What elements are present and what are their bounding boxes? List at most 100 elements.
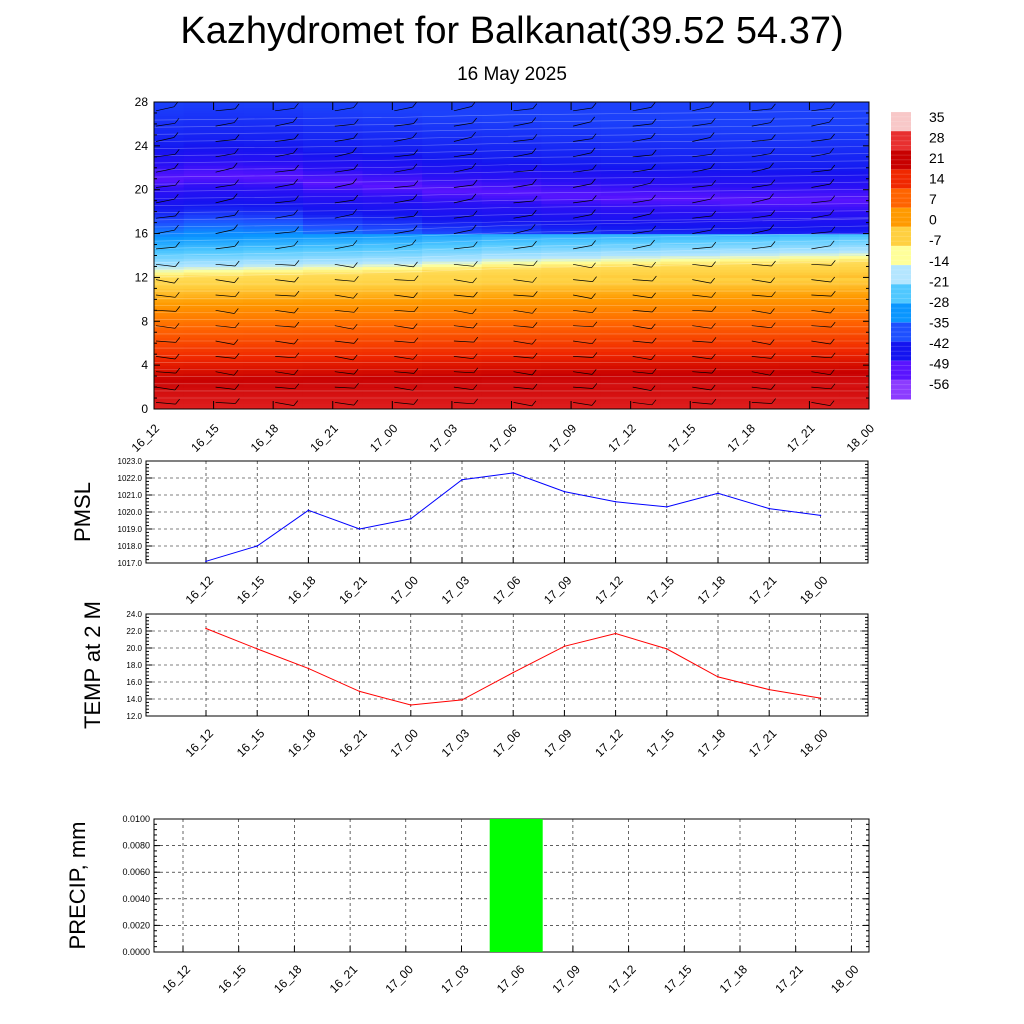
xtick-label: 18_00 bbox=[797, 573, 831, 607]
colorbar: 35 28 21 14 7 0 -7 -14 -21 -28 -35 -42 -49 -56 bbox=[891, 109, 949, 400]
heatmap-ytick-label: 28 bbox=[135, 95, 149, 109]
xtick-label: 17_06 bbox=[490, 726, 524, 760]
xtick-label: 16_15 bbox=[234, 573, 268, 607]
xtick-label: 17_21 bbox=[746, 726, 780, 760]
ytick-label: 1021.0 bbox=[118, 491, 143, 500]
xtick-label: 17_18 bbox=[695, 726, 729, 760]
xtick-label: 16_15 bbox=[215, 962, 249, 996]
colorbar-swatch bbox=[891, 226, 911, 247]
data-point bbox=[307, 667, 310, 670]
heatmap-ytick-label: 16 bbox=[135, 227, 149, 241]
xtick-label: 17_03 bbox=[439, 573, 473, 607]
colorbar-swatch bbox=[891, 188, 911, 209]
colorbar-label: -21 bbox=[929, 273, 949, 289]
colorbar-swatch bbox=[891, 131, 911, 151]
colorbar-label: 0 bbox=[929, 212, 937, 228]
ytick-label: 0.0000 bbox=[122, 947, 150, 957]
xtick-label: 17_18 bbox=[717, 962, 751, 996]
heatmap-xtick-label: 16_21 bbox=[307, 421, 341, 455]
colorbar-label: -7 bbox=[929, 232, 942, 248]
ytick-label: 0.0080 bbox=[122, 841, 150, 851]
colorbar-swatch bbox=[891, 322, 911, 343]
xtick-label: 18_00 bbox=[797, 726, 831, 760]
ytick-label: 1020.0 bbox=[118, 508, 143, 517]
ytick-label: 20.0 bbox=[126, 644, 142, 653]
heatmap-xtick-label: 16_12 bbox=[129, 421, 163, 455]
ytick-label: 1023.0 bbox=[118, 457, 143, 466]
xtick-label: 16_18 bbox=[271, 962, 305, 996]
colorbar-label: -14 bbox=[929, 253, 949, 269]
heatmap-ytick-label: 0 bbox=[141, 402, 148, 416]
xtick-label: 16_12 bbox=[183, 573, 217, 607]
data-point bbox=[768, 507, 770, 510]
colorbar-swatch bbox=[891, 265, 911, 285]
xtick-label: 17_00 bbox=[387, 726, 421, 760]
xtick-label: 17_00 bbox=[387, 573, 421, 607]
chart-subtitle: 16 May 2025 bbox=[457, 64, 567, 85]
colorbar-label: -56 bbox=[929, 376, 949, 392]
chart-title: Kazhydromet for Balkanat(39.52 54.37) bbox=[180, 10, 844, 52]
xtick-label: 18_00 bbox=[828, 962, 862, 996]
xtick-label: 17_15 bbox=[643, 573, 677, 607]
heatmap-xtick-label: 16_18 bbox=[248, 421, 282, 455]
colorbar-swatch bbox=[891, 169, 911, 190]
colorbar-label: -49 bbox=[929, 355, 949, 371]
colorbar-swatch bbox=[891, 303, 911, 323]
colorbar-label: 7 bbox=[929, 191, 937, 207]
precip-bar bbox=[489, 819, 543, 952]
data-point bbox=[512, 472, 514, 474]
ytick-label: 1022.0 bbox=[118, 474, 143, 483]
colorbar-swatch bbox=[891, 112, 911, 132]
heatmap-xtick-label: 17_12 bbox=[605, 421, 639, 455]
data-point bbox=[205, 560, 207, 563]
xtick-label: 17_06 bbox=[494, 962, 528, 996]
data-point bbox=[768, 688, 770, 691]
temp-2m-panel: 12.0 14.0 16.0 18.0 20.0 22.0 24.0 16_12 16_15 16… bbox=[80, 601, 869, 760]
xtick-label: 16_15 bbox=[234, 726, 268, 760]
y-axis-label: PMSL bbox=[70, 482, 95, 542]
xtick-label: 17_15 bbox=[661, 962, 695, 996]
wind-barbs bbox=[155, 102, 836, 407]
data-point bbox=[256, 545, 259, 547]
ytick-label: 0.0040 bbox=[122, 894, 150, 904]
data-point bbox=[512, 671, 514, 674]
heatmap-ytick-label: 24 bbox=[135, 139, 149, 153]
xtick-label: 16_12 bbox=[160, 962, 194, 996]
data-point bbox=[461, 478, 463, 481]
data-point bbox=[717, 492, 719, 495]
xtick-label: 17_09 bbox=[541, 573, 575, 607]
data-point bbox=[410, 518, 412, 520]
data-point bbox=[614, 632, 617, 635]
colorbar-swatch bbox=[891, 360, 911, 381]
heatmap-xtick-label: 16_15 bbox=[188, 421, 222, 455]
heatmap-xtick-label: 17_09 bbox=[546, 421, 580, 455]
xtick-label: 17_12 bbox=[592, 573, 626, 607]
xtick-label: 17_03 bbox=[438, 962, 472, 996]
ytick-label: 0.0020 bbox=[122, 920, 150, 930]
xtick-label: 17_18 bbox=[695, 573, 729, 607]
data-point bbox=[666, 506, 668, 508]
heatmap-xtick-label: 18_00 bbox=[844, 421, 878, 455]
heatmap-xtick-label: 17_00 bbox=[367, 421, 401, 455]
data-point bbox=[256, 648, 259, 650]
cross-section-panel: 0 4 8 12 16 20 24 28 16_12 16_15 16_18 16_21 17_00 17… bbox=[129, 95, 878, 455]
colorbar-swatch bbox=[891, 150, 911, 170]
xtick-label: 17_21 bbox=[772, 962, 806, 996]
heatmap-ytick-label: 4 bbox=[141, 358, 148, 372]
ytick-label: 14.0 bbox=[126, 695, 142, 704]
data-point bbox=[358, 690, 361, 693]
data-point bbox=[307, 509, 310, 512]
y-axis-label: TEMP at 2 M bbox=[80, 601, 105, 729]
pmsl-panel: 1017.0 1018.0 1019.0 1020.0 1021.0 1022.0 1023… bbox=[70, 457, 869, 607]
data-point bbox=[410, 704, 412, 706]
heatmap-ytick-label: 8 bbox=[141, 314, 148, 328]
heatmap-ytick-label: 20 bbox=[135, 183, 149, 197]
colorbar-swatch bbox=[891, 379, 911, 400]
ytick-label: 1017.0 bbox=[118, 559, 143, 568]
y-axis-label: PRECIP, mm bbox=[65, 822, 90, 950]
heatmap-xtick-label: 17_21 bbox=[784, 421, 818, 455]
xtick-label: 17_21 bbox=[746, 573, 780, 607]
xtick-label: 16_12 bbox=[183, 726, 217, 760]
heatmap-xtick-label: 17_15 bbox=[665, 421, 699, 455]
colorbar-swatch bbox=[891, 207, 911, 228]
